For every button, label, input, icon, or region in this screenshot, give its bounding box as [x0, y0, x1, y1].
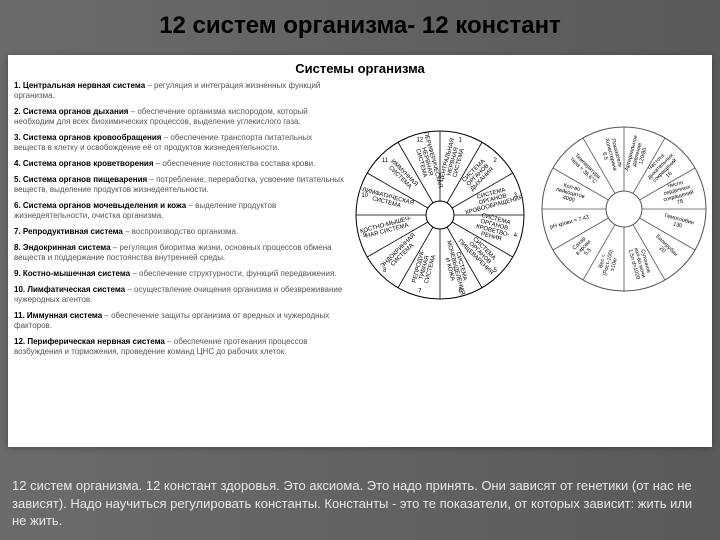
- system-item: 9. Костно-мышечная система – обеспечение…: [14, 269, 344, 279]
- system-item: 10. Лимфатическая система – осуществлени…: [14, 285, 344, 305]
- system-item: 2. Система органов дыхания – обеспечение…: [14, 107, 344, 127]
- system-item: 3. Система органов кровообращения – обес…: [14, 133, 344, 153]
- svg-text:11: 11: [382, 158, 389, 164]
- system-item: 11. Иммунная система – обеспечение защит…: [14, 311, 344, 331]
- content-card: Системы организма 1. Центральная нервная…: [8, 55, 712, 447]
- systems-wheel: ЦЕНТРАЛЬНАЯНЕРВНАЯСИСТЕМА1СИСТЕМАОРГАНОВ…: [348, 123, 532, 307]
- svg-text:12: 12: [416, 138, 423, 144]
- page-title: 12 систем организма- 12 констант: [0, 0, 720, 48]
- system-item: 8. Эндокринная система – регуляция биори…: [14, 243, 344, 263]
- card-title: Системы организма: [8, 55, 712, 80]
- system-item: 5. Система органов пищеварения – потребл…: [14, 175, 344, 195]
- footer-text: 12 систем организма. 12 констант здоровь…: [12, 477, 708, 530]
- svg-text:10: 10: [361, 193, 368, 199]
- systems-list: 1. Центральная нервная система – регуляц…: [14, 81, 344, 363]
- system-item: 1. Центральная нервная система – регуляц…: [14, 81, 344, 101]
- system-item: 4. Система органов кроветворения – обесп…: [14, 159, 344, 169]
- system-item: 6. Система органов мочевыделения и кожа …: [14, 201, 344, 221]
- system-item: 12. Периферическая нервная система – обе…: [14, 337, 344, 357]
- system-item: 7. Репродуктивная система – воспроизводс…: [14, 227, 344, 237]
- constants-wheel: Артериальноедавление120/80Частотадыхател…: [538, 123, 710, 295]
